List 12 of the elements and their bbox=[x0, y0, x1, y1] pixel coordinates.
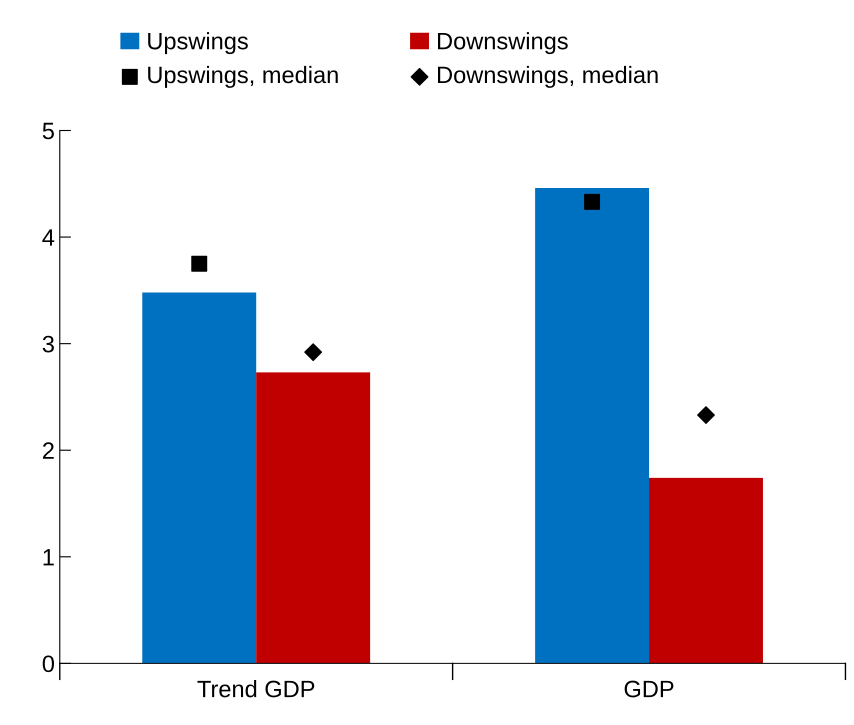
y-tick-label: 0 bbox=[42, 655, 54, 672]
legend-label: Upswings bbox=[148, 32, 248, 54]
y-tick-label: 4 bbox=[42, 229, 54, 246]
legend-label: Upswings, median bbox=[148, 66, 338, 88]
y-tick-label: 1 bbox=[44, 549, 54, 566]
legend-label: Downswings bbox=[438, 32, 568, 54]
y-tick-label: 2 bbox=[42, 442, 54, 459]
legend-label: Downswings, median bbox=[438, 66, 658, 88]
y-tick-label: 5 bbox=[42, 122, 54, 140]
x-tick-label: GDP bbox=[624, 680, 674, 698]
x-tick-label: Trend GDP bbox=[197, 680, 314, 698]
y-tick-label: 3 bbox=[42, 336, 54, 352]
